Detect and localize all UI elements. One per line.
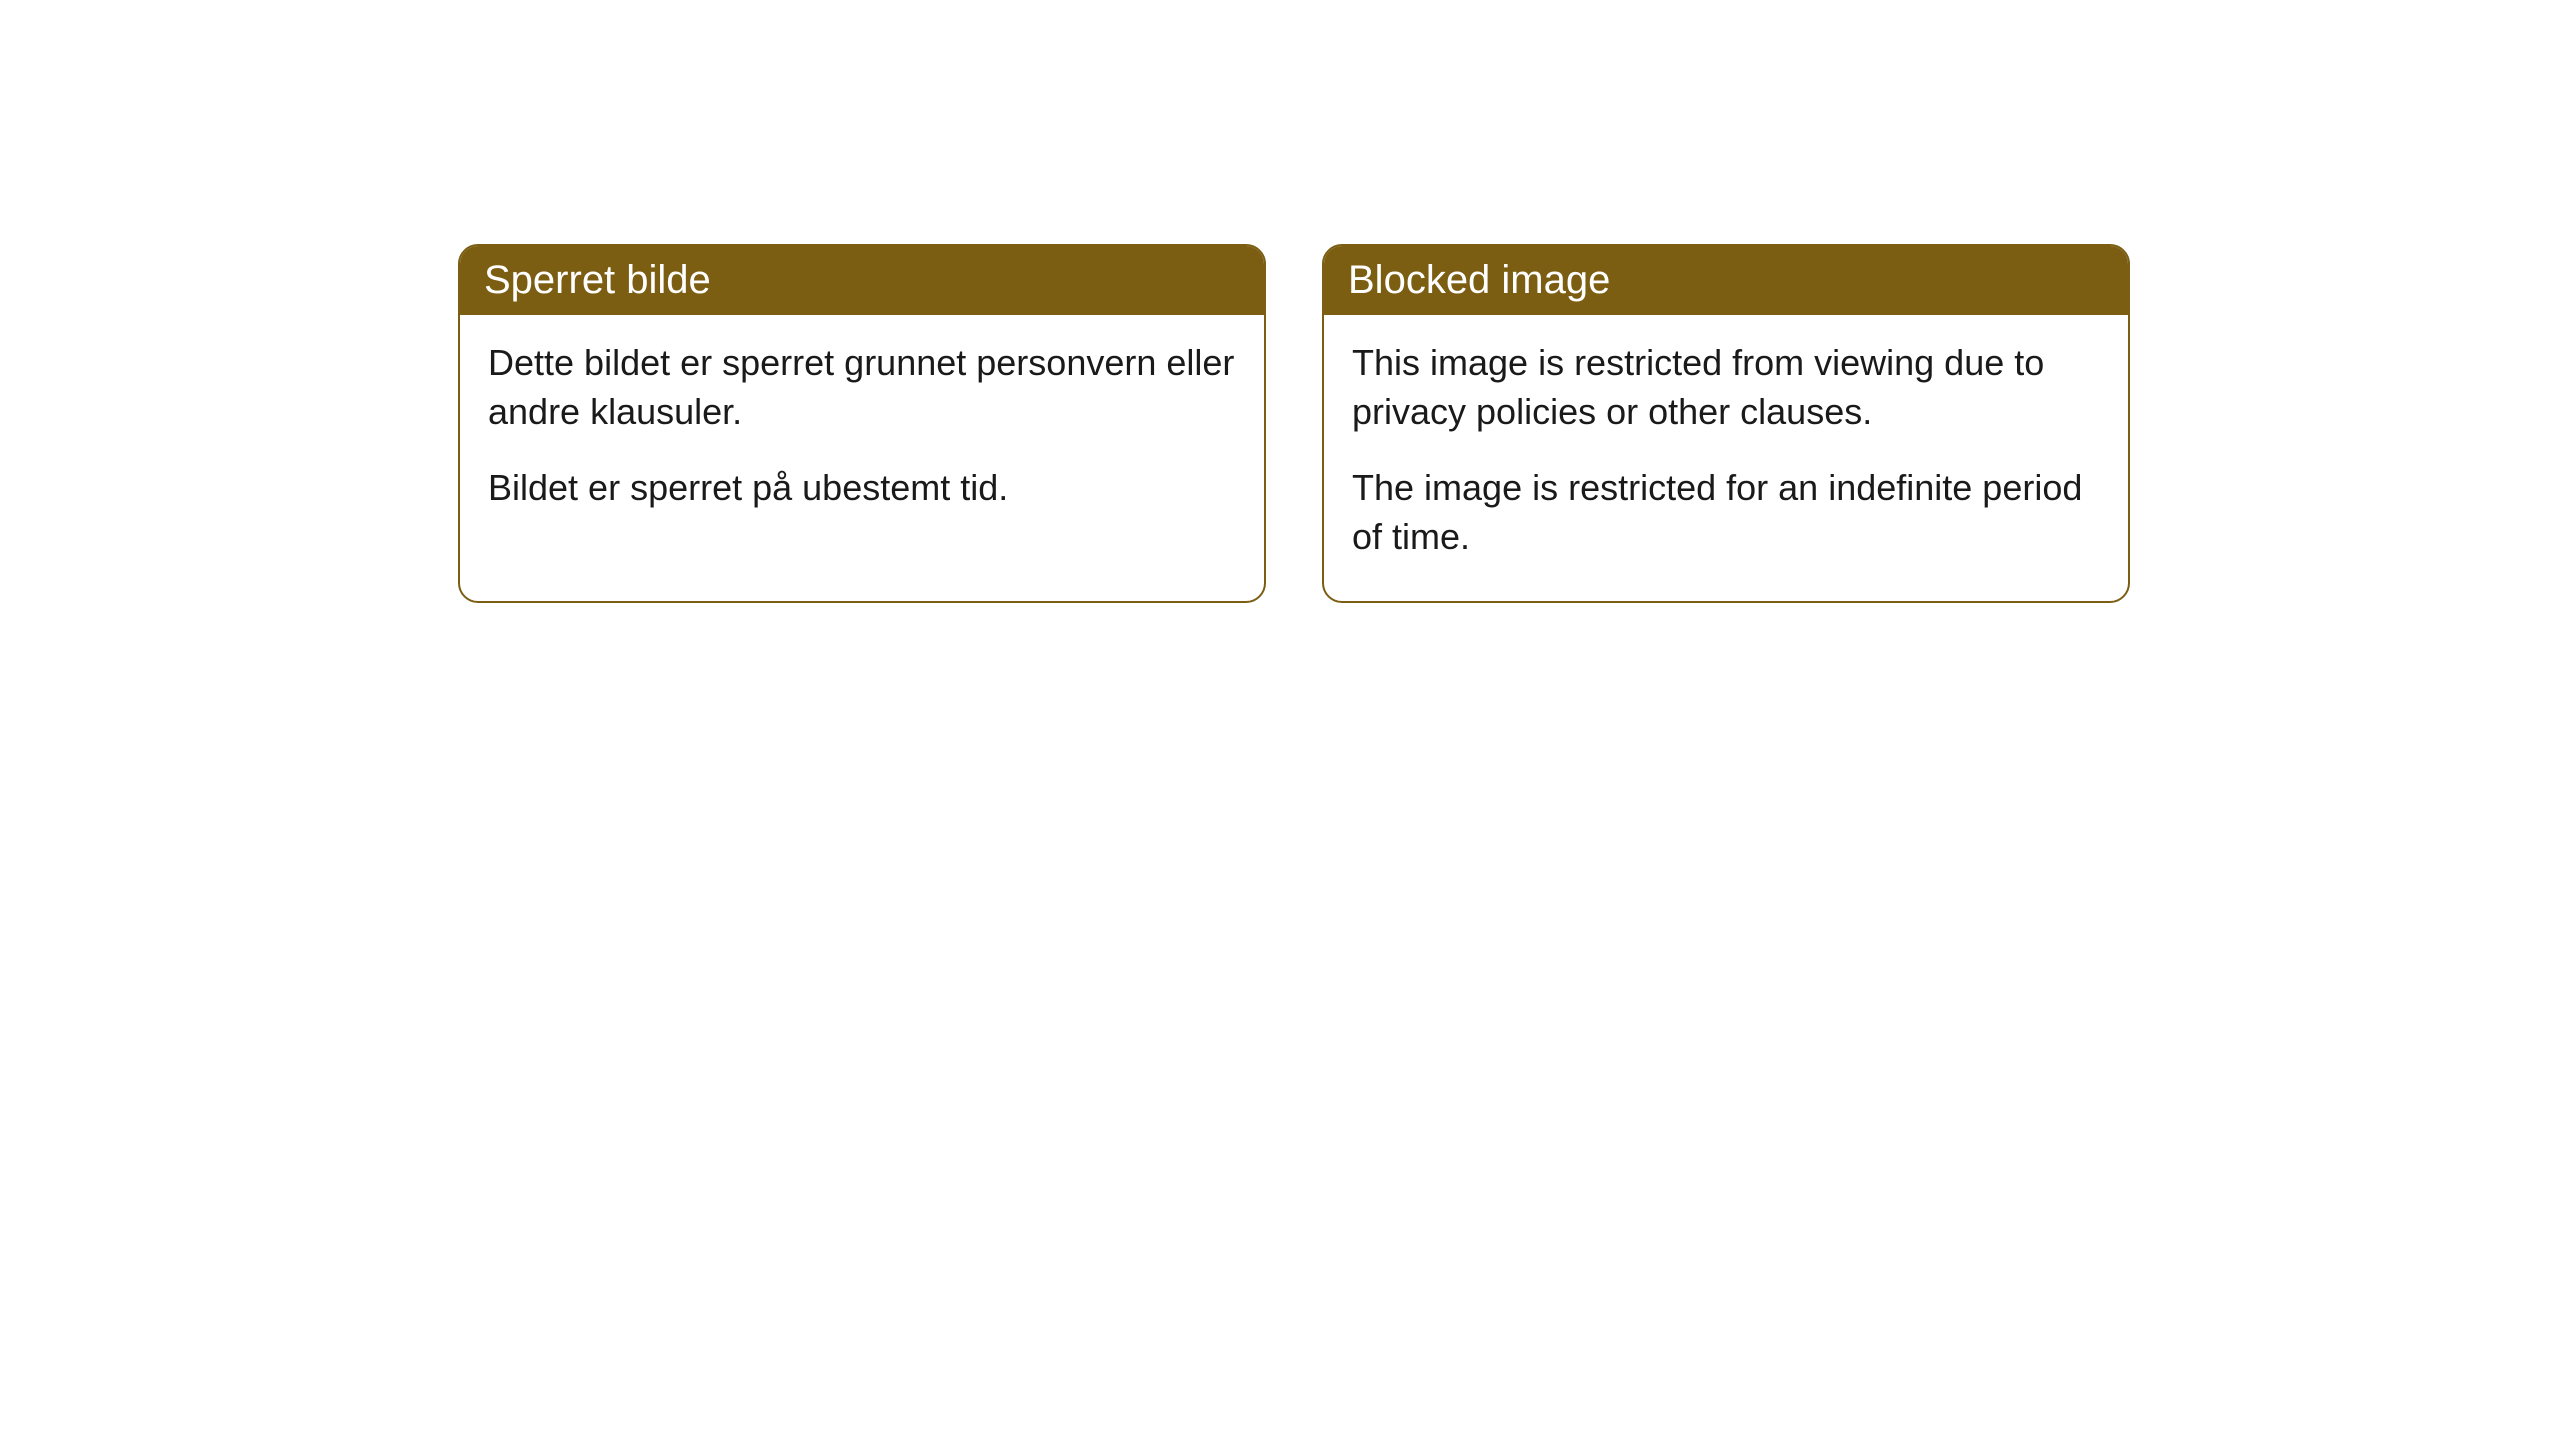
- cards-container: Sperret bilde Dette bildet er sperret gr…: [0, 0, 2560, 603]
- card-paragraph: The image is restricted for an indefinit…: [1352, 464, 2100, 561]
- card-header: Sperret bilde: [460, 246, 1264, 315]
- card-title: Sperret bilde: [484, 258, 711, 302]
- card-title: Blocked image: [1348, 258, 1610, 302]
- card-body: This image is restricted from viewing du…: [1324, 315, 2128, 601]
- card-paragraph: This image is restricted from viewing du…: [1352, 339, 2100, 436]
- card-english: Blocked image This image is restricted f…: [1322, 244, 2130, 603]
- card-body: Dette bildet er sperret grunnet personve…: [460, 315, 1264, 553]
- card-header: Blocked image: [1324, 246, 2128, 315]
- card-paragraph: Dette bildet er sperret grunnet personve…: [488, 339, 1236, 436]
- card-paragraph: Bildet er sperret på ubestemt tid.: [488, 464, 1236, 513]
- card-norwegian: Sperret bilde Dette bildet er sperret gr…: [458, 244, 1266, 603]
